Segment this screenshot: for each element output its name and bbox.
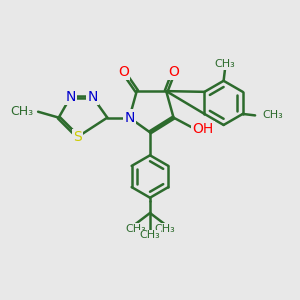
- Text: N: N: [87, 90, 98, 104]
- Text: CH₃: CH₃: [215, 59, 236, 69]
- Text: CH₃: CH₃: [11, 105, 34, 118]
- Text: N: N: [65, 90, 76, 104]
- Text: N: N: [124, 111, 135, 124]
- Text: CH₃: CH₃: [125, 224, 146, 234]
- Text: O: O: [168, 65, 179, 79]
- Text: CH₃: CH₃: [140, 230, 160, 240]
- Text: CH₃: CH₃: [262, 110, 283, 120]
- Text: CH₃: CH₃: [154, 224, 175, 234]
- Text: O: O: [118, 65, 129, 79]
- Text: S: S: [74, 130, 82, 144]
- Text: OH: OH: [192, 122, 214, 136]
